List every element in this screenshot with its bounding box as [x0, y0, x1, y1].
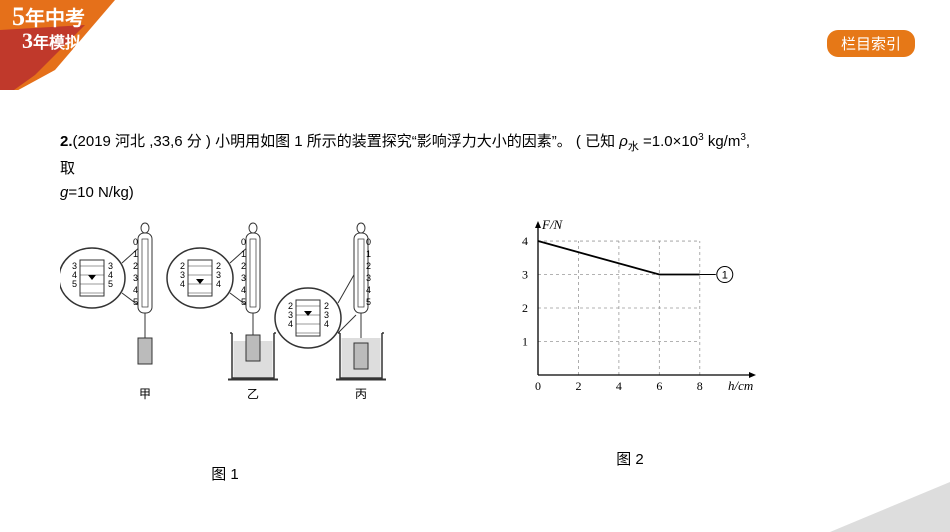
figure-1: 3 4 5 3 4 5 0 1 2 3 4 — [60, 213, 390, 484]
svg-text:4: 4 — [288, 319, 293, 329]
question-body1: 小明用如图 1 所示的装置探究“影响浮力大小的因素”。 ( 已知 — [211, 133, 619, 150]
svg-text:6: 6 — [656, 379, 662, 393]
svg-text:4: 4 — [616, 379, 622, 393]
svg-text:5: 5 — [72, 279, 77, 289]
svg-text:h/cm: h/cm — [728, 378, 753, 393]
svg-text:F/N: F/N — [541, 217, 564, 232]
svg-text:1: 1 — [522, 334, 528, 348]
index-badge: 栏目索引 — [827, 30, 915, 57]
rho-eq: =1.0×10 — [639, 133, 698, 150]
svg-text:3: 3 — [366, 273, 371, 283]
svg-text:5: 5 — [133, 297, 138, 307]
svg-text:4: 4 — [133, 285, 138, 295]
corner-decoration — [830, 482, 950, 532]
svg-text:4: 4 — [522, 234, 528, 248]
svg-text:1: 1 — [133, 249, 138, 259]
svg-text:1: 1 — [722, 269, 728, 281]
svg-text:4: 4 — [241, 285, 246, 295]
svg-text:1: 1 — [241, 249, 246, 259]
textbook-logo: 5年中考 3年模拟 — [0, 0, 130, 90]
g-line: g=10 N/kg) — [60, 184, 134, 201]
svg-text:甲: 甲 — [139, 387, 151, 401]
question-number: 2. — [60, 133, 73, 150]
question-block: 2.(2019 河北 ,33,6 分 ) 小明用如图 1 所示的装置探究“影响浮… — [60, 130, 900, 484]
svg-text:0: 0 — [133, 237, 138, 247]
question-text: 2.(2019 河北 ,33,6 分 ) 小明用如图 1 所示的装置探究“影响浮… — [60, 130, 900, 205]
svg-text:2: 2 — [366, 261, 371, 271]
svg-text:4: 4 — [366, 285, 371, 295]
svg-text:8: 8 — [697, 379, 703, 393]
svg-text:2: 2 — [575, 379, 581, 393]
comma: , — [746, 133, 750, 150]
rho-unit: kg/m — [704, 133, 741, 150]
svg-text:0: 0 — [535, 379, 541, 393]
svg-text:4: 4 — [324, 319, 329, 329]
svg-text:5: 5 — [108, 279, 113, 289]
svg-text:1: 1 — [366, 249, 371, 259]
question-source: (2019 河北 ,33,6 分 ) — [73, 133, 211, 150]
svg-text:0: 0 — [366, 237, 371, 247]
svg-text:4: 4 — [216, 279, 221, 289]
question-body2: 取 — [60, 160, 75, 177]
svg-text:5: 5 — [366, 297, 371, 307]
svg-text:0: 0 — [241, 237, 246, 247]
svg-text:5: 5 — [241, 297, 246, 307]
figure-2-label: 图 2 — [500, 448, 760, 469]
svg-text:2: 2 — [133, 261, 138, 271]
index-badge-text: 栏目索引 — [841, 36, 901, 53]
rho-symbol: ρ — [619, 133, 628, 150]
figure-2: 0 2 4 6 8 1 2 3 4 F/N h/cm 1 图 2 — [500, 213, 760, 469]
svg-text:丙: 丙 — [355, 387, 367, 401]
svg-text:4: 4 — [180, 279, 185, 289]
rho-sub: 水 — [628, 141, 639, 153]
svg-text:2: 2 — [241, 261, 246, 271]
svg-text:3: 3 — [522, 267, 528, 281]
svg-text:乙: 乙 — [247, 387, 259, 401]
svg-text:3: 3 — [133, 273, 138, 283]
svg-text:2: 2 — [522, 301, 528, 315]
svg-text:3: 3 — [241, 273, 246, 283]
figure-1-label: 图 1 — [60, 463, 390, 484]
